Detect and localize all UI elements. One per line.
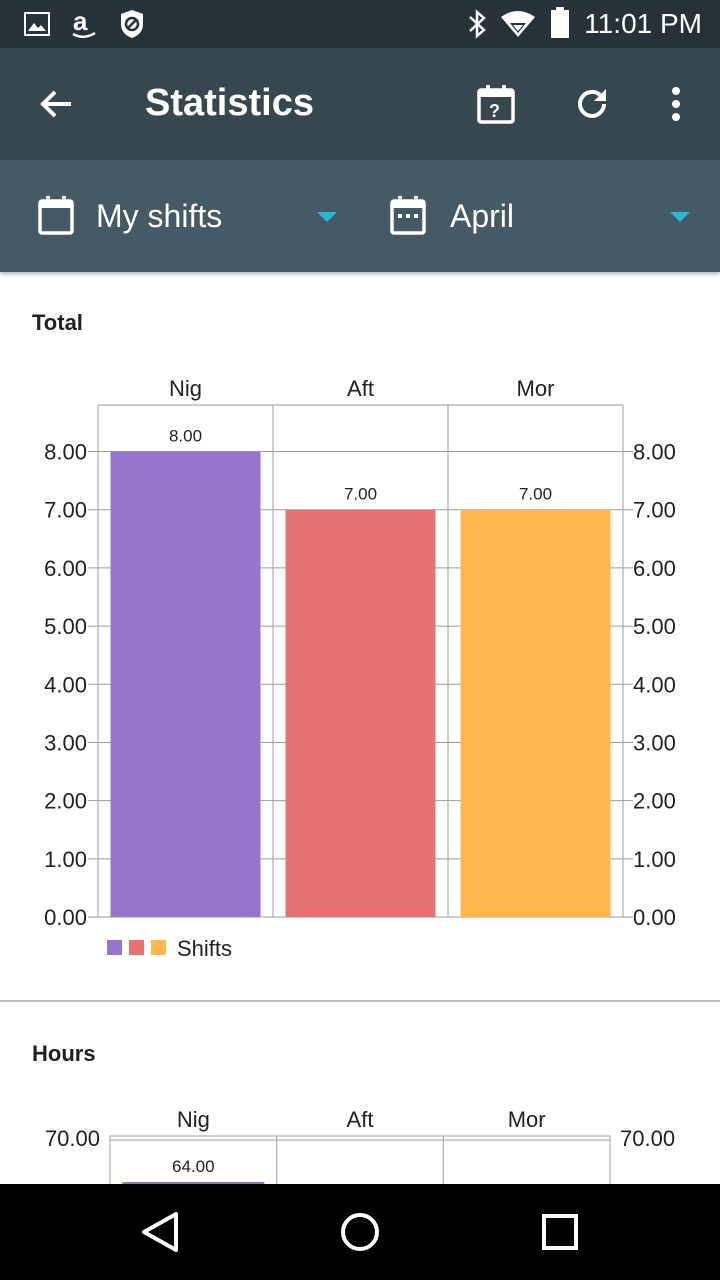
bar-nig [122,1182,265,1184]
calendar-icon [38,196,74,235]
total-bar-chart: 0.00 0.00 1.00 1.00 2.00 2.00 3.00 3.00 4.00 4.00… [44,376,676,961]
bar-value-label: 7.00 [519,485,552,504]
legend-swatch [129,940,144,955]
amazon-icon: a [72,8,96,38]
y-tick-label-left: 8.00 [44,440,87,465]
back-button[interactable] [26,74,86,134]
bar-aft [285,509,436,917]
svg-text:a: a [73,8,88,36]
y-tick-label-left: 70.00 [45,1126,100,1151]
wifi-icon [501,11,535,37]
legend-label: Shifts [177,936,232,961]
y-tick-label-left: 2.00 [44,789,87,814]
category-label: Mor [517,376,555,401]
more-vert-icon [672,87,680,121]
clock: 11:01 PM [584,8,702,39]
status-bar: a 11:01 PM [0,0,720,48]
category-label: Nig [177,1107,210,1132]
y-tick-label-right: 3.00 [633,730,676,755]
bar-value-label: 8.00 [169,427,202,446]
filter-bar: My shifts April [0,160,720,272]
refresh-button[interactable] [562,74,622,134]
hours-bar-chart: Nig Aft Mor 70.00 70.00 64.00 [45,1107,675,1184]
category-label: Aft [347,1107,374,1132]
shield-block-icon [121,10,143,38]
section-title-hours: Hours [32,1041,96,1066]
bar-mor [460,509,611,917]
nav-back-button[interactable] [136,1208,184,1256]
y-tick-label-right: 8.00 [633,440,676,465]
y-tick-label-right: 0.00 [633,905,676,930]
y-tick-label-right: 4.00 [633,672,676,697]
chevron-down-icon [317,212,337,222]
category-label: Nig [169,376,202,401]
refresh-icon [578,89,606,118]
bluetooth-icon [469,9,486,39]
chevron-down-icon [670,212,690,222]
bar-value-label: 64.00 [172,1157,215,1176]
category-label: Aft [347,376,374,401]
y-tick-label-left: 5.00 [44,614,87,639]
y-tick-label-left: 4.00 [44,672,87,697]
navigation-bar [0,1184,720,1280]
nav-recents-button[interactable] [536,1208,584,1256]
month-filter-dropdown[interactable]: April [360,160,710,272]
shift-filter-dropdown[interactable]: My shifts [0,160,350,272]
y-tick-label-left: 0.00 [44,905,87,930]
svg-text:?: ? [489,101,500,121]
bar-value-label: 7.00 [344,485,377,504]
y-tick-label-right: 5.00 [633,614,676,639]
y-tick-label-right: 1.00 [633,847,676,872]
app-bar: Statistics ? [0,48,720,160]
section-title-total: Total [32,310,83,335]
y-tick-label-right: 2.00 [633,789,676,814]
back-arrow-icon [40,90,71,118]
y-tick-label-right: 6.00 [633,556,676,581]
y-tick-label-right: 7.00 [633,498,676,523]
calendar-help-button[interactable]: ? [466,74,526,134]
bar-nig [110,451,261,917]
y-tick-label-left: 7.00 [44,498,87,523]
page-title: Statistics [145,82,314,124]
image-icon [24,12,50,36]
y-tick-label-left: 6.00 [44,556,87,581]
y-tick-label-left: 3.00 [44,730,87,755]
category-label: Mor [508,1107,546,1132]
y-tick-label-left: 1.00 [44,847,87,872]
more-options-button[interactable] [646,74,706,134]
y-tick-label-right: 70.00 [620,1126,675,1151]
calendar-month-icon [390,196,426,235]
battery-icon [551,7,569,38]
legend-swatch [107,940,122,955]
calendar-help-icon: ? [477,85,515,124]
month-filter-value: April [450,198,515,234]
shift-filter-value: My shifts [96,198,223,234]
nav-home-button[interactable] [336,1208,384,1256]
section-divider [0,1000,720,1002]
legend-swatch [151,940,166,955]
